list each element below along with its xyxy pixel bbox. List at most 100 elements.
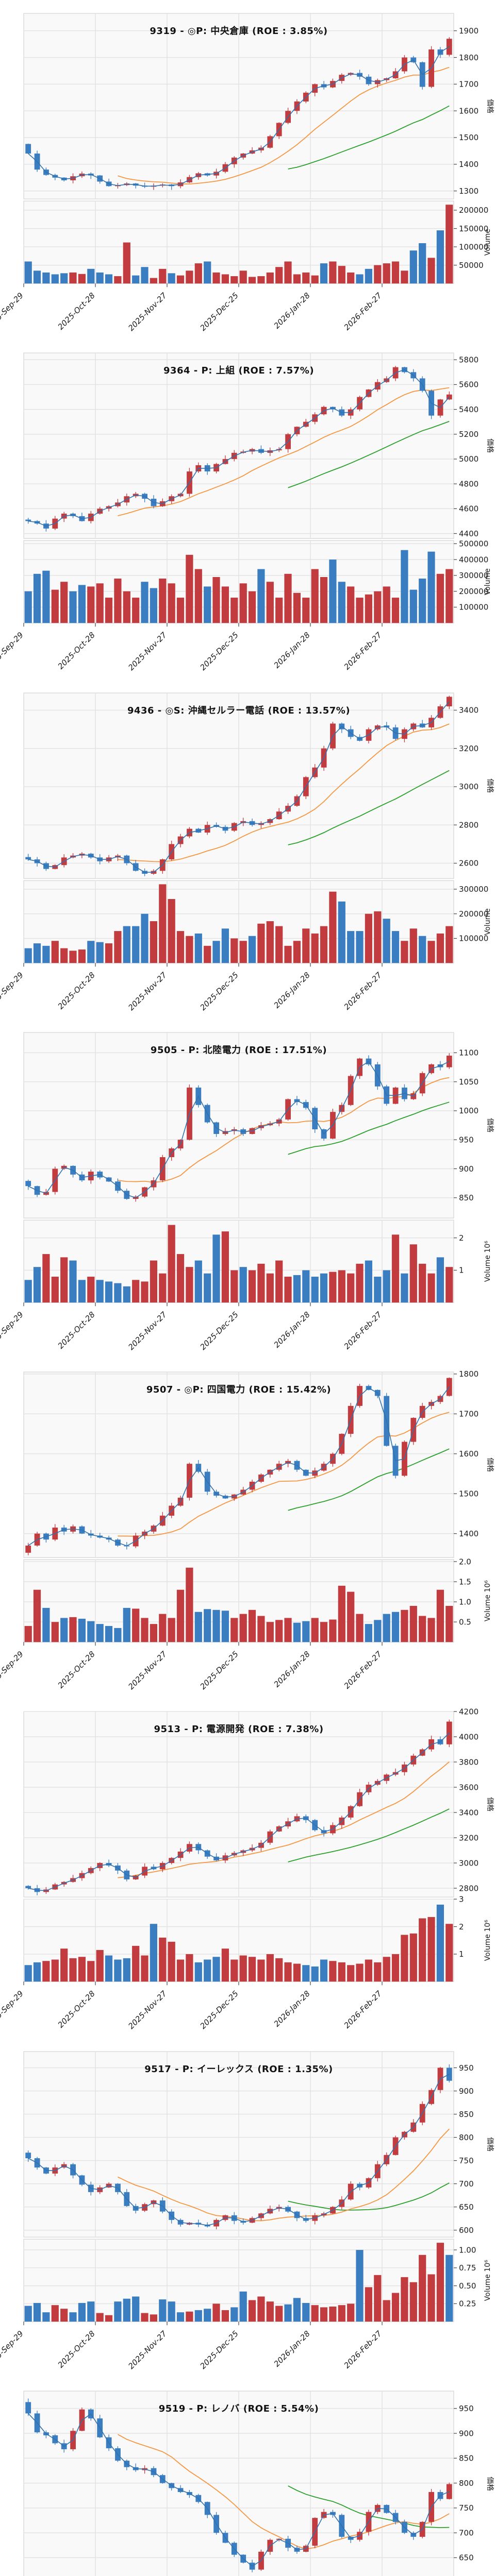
price-tick-label: 3000 (459, 782, 478, 791)
volume-bar (356, 930, 364, 963)
volume-bar (33, 2302, 41, 2322)
volume-bar (239, 1956, 247, 1982)
candle (446, 395, 452, 400)
date-tick-label: 2026-Feb-27 (342, 291, 384, 332)
volume-bar (248, 2300, 256, 2322)
volume-bar (356, 1614, 364, 1642)
volume-bar (186, 270, 193, 284)
price-axis-title: 価格 (486, 99, 494, 113)
volume-axis-title: Volume (484, 229, 492, 256)
price-tick-label: 2800 (459, 1884, 478, 1893)
price-tick-label: 750 (459, 2156, 474, 2165)
volume-bar (159, 1938, 167, 1982)
volume-bar (329, 1619, 337, 1642)
volume-bar (96, 1280, 104, 1303)
volume-bar (436, 574, 444, 623)
volume-bar (24, 261, 32, 284)
volume-bar (123, 242, 130, 284)
volume-bar (320, 577, 328, 623)
volume-bar (391, 930, 400, 963)
volume-tick-label: 200000 (459, 206, 488, 215)
close-line (28, 2413, 450, 2567)
date-tick-label: 2025-Dec-25 (198, 970, 240, 1012)
volume-bar (436, 1905, 444, 1982)
chart-plot-9364: 4400 4600 4800 5000 5200 5400 5600 5800 100000 20… (0, 352, 494, 672)
volume-bar (78, 585, 86, 623)
volume-bar (374, 1620, 382, 1642)
volume-bar (204, 586, 211, 623)
date-tick-label: 2026-Feb-27 (342, 970, 384, 1012)
volume-bar (159, 884, 167, 963)
volume-bar (33, 574, 41, 623)
volume-bar (275, 1958, 283, 1982)
volume-bar (311, 1967, 319, 1982)
volume-bar (42, 570, 50, 623)
volume-tick-label: 50000 (459, 261, 484, 270)
price-tick-label: 800 (459, 2133, 474, 2142)
volume-bar (51, 1276, 59, 1303)
volume-bar (391, 2293, 400, 2322)
date-tick-label: 2025-Nov-27 (126, 630, 169, 672)
volume-bar (186, 1954, 193, 1982)
volume-bar (123, 591, 130, 623)
volume-bar (409, 250, 417, 284)
volume-bar (87, 940, 95, 963)
volume-bar (141, 2313, 148, 2322)
date-tick-label: 2025-Sep-29 (0, 1310, 25, 1351)
date-tick-label: 2025-Sep-29 (0, 1650, 25, 1691)
volume-bar (293, 940, 301, 963)
volume-bar (365, 268, 372, 284)
volume-bar (302, 1621, 310, 1642)
volume-bar (132, 1280, 140, 1303)
volume-bar (78, 1619, 86, 1642)
date-tick-label: 2026-Feb-27 (342, 2329, 384, 2370)
volume-bar (320, 926, 328, 963)
volume-bar (132, 2296, 140, 2322)
volume-bar (320, 1622, 328, 1642)
volume-bar (248, 1957, 256, 1982)
volume-bar (60, 1257, 68, 1303)
price-axis-title: 価格 (486, 778, 494, 793)
date-tick-label: 2025-Dec-25 (198, 1650, 240, 1691)
volume-bar (248, 1610, 256, 1642)
volume-bar (150, 588, 157, 623)
volume-bar (42, 272, 50, 284)
volume-bar (329, 2306, 337, 2322)
close-line (28, 2074, 450, 2226)
volume-bar (150, 1924, 157, 1982)
volume-bar (60, 273, 68, 284)
volume-tick-label: 500000 (459, 539, 488, 549)
volume-bar (284, 945, 292, 963)
close-line (28, 369, 450, 527)
volume-bar (96, 1624, 104, 1642)
volume-bar (221, 274, 229, 284)
close-line (28, 46, 450, 187)
volume-bar (419, 2255, 426, 2322)
volume-bar (338, 1586, 345, 1642)
volume-bar (78, 949, 86, 963)
price-tick-label: 1900 (459, 26, 478, 36)
volume-axis-title: Volume (484, 908, 492, 935)
volume-bar (302, 272, 310, 284)
volume-bar (374, 2275, 382, 2322)
volume-bar (356, 274, 364, 284)
date-tick-label: 2025-Dec-25 (198, 1989, 240, 2031)
candle (446, 2484, 452, 2499)
price-tick-label: 1500 (459, 133, 478, 142)
volume-bar (221, 586, 229, 623)
volume-bar (356, 1964, 364, 1982)
volume-bar (168, 273, 175, 284)
volume-bar (212, 940, 220, 963)
volume-bar (51, 589, 59, 623)
volume-bar (24, 948, 32, 963)
volume-tick-label: 1 (459, 1950, 464, 1959)
volume-bar (356, 2249, 364, 2322)
volume-bar (78, 2302, 86, 2322)
volume-bar (221, 2310, 229, 2322)
price-tick-label: 850 (459, 2454, 474, 2463)
date-tick-label: 2025-Nov-27 (126, 1989, 169, 2031)
volume-bar (186, 555, 193, 623)
volume-bar (230, 598, 238, 623)
volume-bar (33, 1267, 41, 1303)
volume-bar (141, 1618, 148, 1642)
